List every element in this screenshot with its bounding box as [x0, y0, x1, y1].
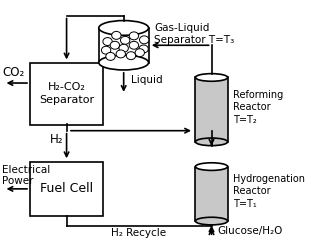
Circle shape [119, 44, 128, 52]
Text: Gas-Liquid
Separator T=T₃: Gas-Liquid Separator T=T₃ [155, 23, 235, 45]
Text: H₂-CO₂
Separator: H₂-CO₂ Separator [39, 82, 94, 105]
Polygon shape [195, 77, 228, 142]
Circle shape [126, 52, 136, 60]
Circle shape [116, 50, 125, 58]
Ellipse shape [99, 21, 149, 35]
Text: CO₂: CO₂ [2, 66, 24, 79]
Text: Liquid: Liquid [131, 75, 163, 85]
Text: H₂ Recycle: H₂ Recycle [112, 229, 167, 239]
Circle shape [139, 36, 149, 44]
Bar [30, 62, 103, 124]
Circle shape [103, 38, 112, 46]
Circle shape [101, 46, 111, 54]
Text: Fuel Cell: Fuel Cell [40, 182, 93, 195]
Circle shape [129, 32, 139, 40]
Ellipse shape [195, 163, 228, 170]
Polygon shape [195, 167, 228, 221]
Text: Reforming
Reactor
T=T₂: Reforming Reactor T=T₂ [234, 90, 284, 124]
Ellipse shape [195, 138, 228, 146]
Circle shape [112, 31, 121, 39]
Bar [30, 162, 103, 216]
Circle shape [135, 49, 144, 57]
Polygon shape [99, 28, 149, 62]
Ellipse shape [99, 55, 149, 70]
Text: Glucose/H₂O: Glucose/H₂O [217, 226, 283, 236]
Circle shape [120, 36, 130, 44]
Circle shape [129, 41, 139, 49]
Ellipse shape [195, 74, 228, 81]
Circle shape [110, 41, 119, 49]
Ellipse shape [195, 217, 228, 225]
Circle shape [106, 53, 115, 60]
Text: Hydrogenation
Reactor
T=T₁: Hydrogenation Reactor T=T₁ [234, 174, 306, 209]
Circle shape [139, 45, 148, 53]
Text: H₂: H₂ [50, 133, 64, 146]
Text: Electrical
Power: Electrical Power [2, 165, 51, 187]
